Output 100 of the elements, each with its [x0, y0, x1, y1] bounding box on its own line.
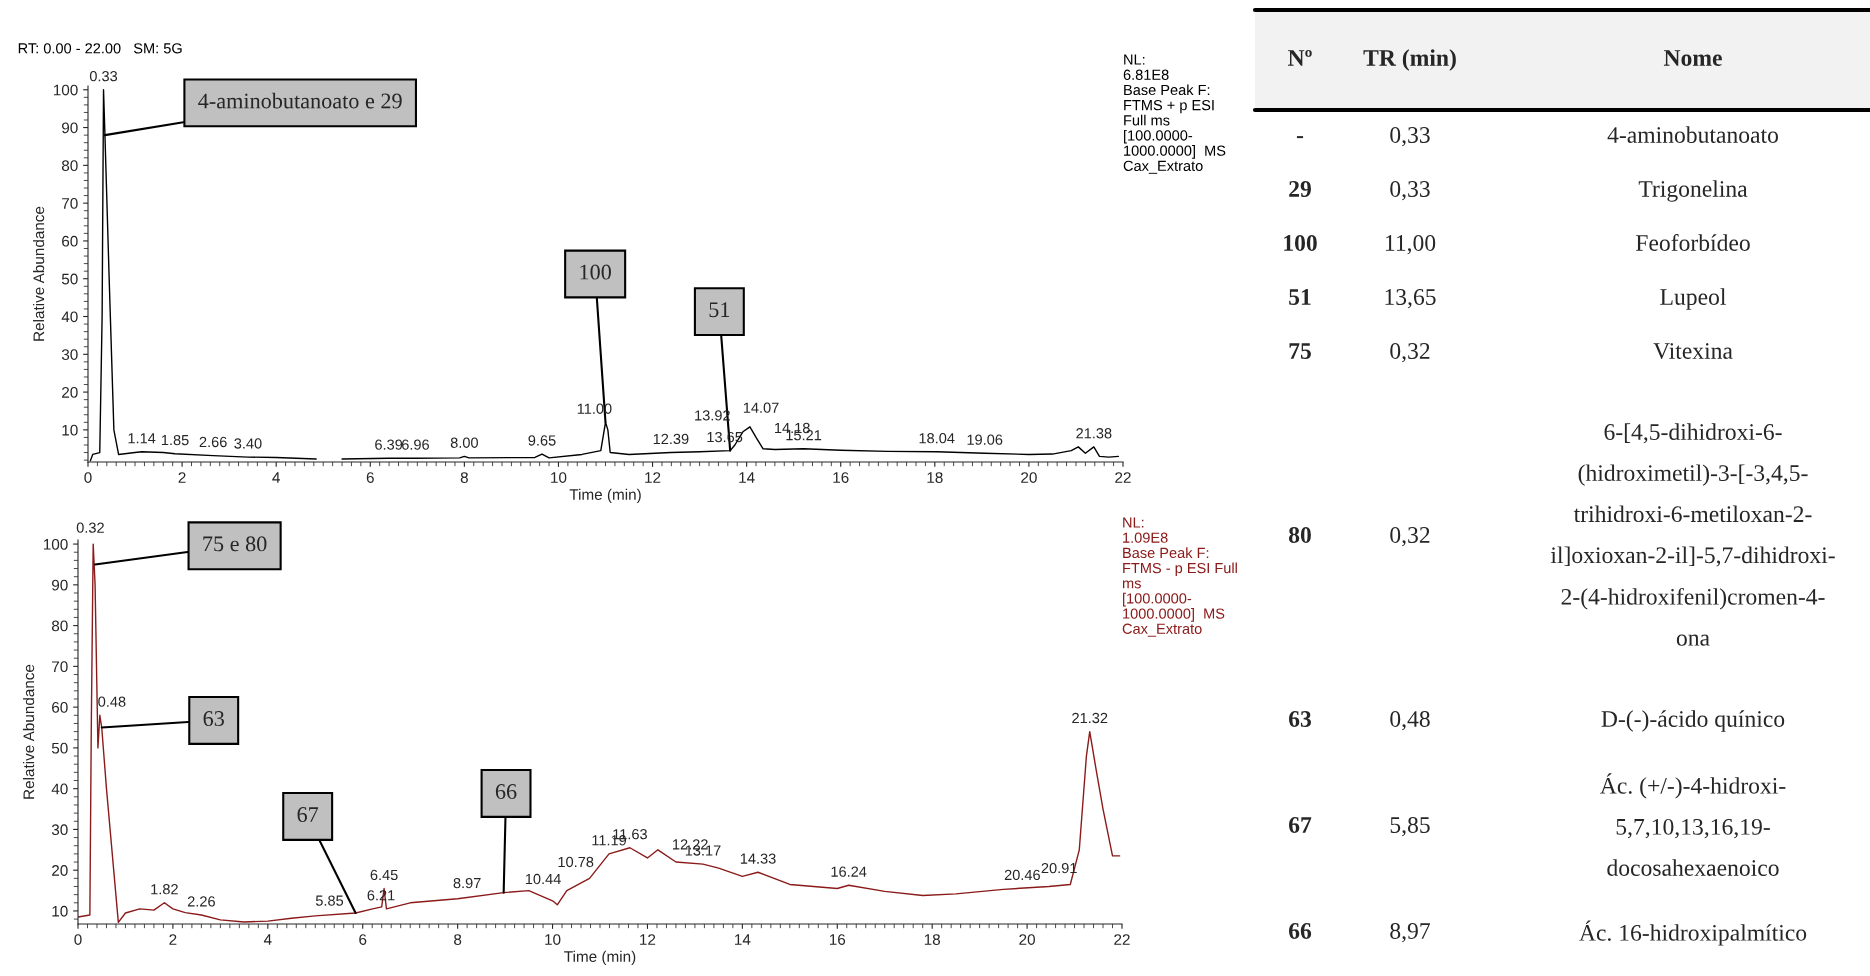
x-tick-label: 4 [263, 934, 272, 945]
y-axis-title: Relative Abundance [22, 664, 35, 799]
x-tick-label: 22 [1114, 934, 1130, 945]
text: 5,85 [1390, 816, 1430, 837]
annotation: 66 [495, 784, 517, 799]
annotation: 75 e 80 [203, 536, 267, 552]
annotation: 63 [203, 711, 224, 727]
x-axis-title: Time (min) [569, 488, 641, 503]
annotation: 0.48 [98, 696, 126, 707]
x-tick-label: 22 [1115, 472, 1131, 483]
text: 75 [1289, 343, 1311, 359]
y-axis-title: Relative Abundance [32, 206, 45, 341]
x-tick-label: 8 [454, 934, 462, 945]
text: - [1296, 136, 1304, 139]
annotation: 6.96 [401, 439, 429, 450]
annotation: 67 [297, 807, 319, 823]
annotation: 0.33 [89, 71, 118, 82]
x-tick-label: 0 [84, 472, 92, 483]
x-tick-label: 12 [640, 934, 656, 945]
text: 0,32 [1390, 342, 1430, 363]
x-tick-label: 16 [833, 472, 849, 483]
text: 67 [1289, 817, 1312, 833]
x-tick-label: 18 [924, 934, 941, 945]
text: Nome [1663, 50, 1722, 66]
text: NL: 6.81E8 Base Peak F: FTMS + p ESI Full ms [100.0000- 1000.0000] MS Cax_Extrato [1123, 54, 1226, 174]
text: 29 [1289, 181, 1311, 197]
x-tick-label: 16 [829, 934, 846, 945]
annotation: 6.45 [370, 869, 398, 881]
annotation: 14.33 [740, 853, 776, 864]
text: D-(-)-ácido quínico [1601, 710, 1785, 732]
y-tick-label: 60 [62, 235, 78, 247]
annotation: 4-aminobutanoato e 29 [198, 92, 402, 109]
annotation: 18.04 [919, 433, 955, 444]
y-tick-label: 50 [61, 273, 78, 285]
text: 63 [1289, 711, 1311, 727]
annotation: 6.39 [375, 439, 403, 450]
text: Trigonelina [1638, 180, 1748, 202]
annotation: 12.39 [653, 433, 689, 445]
annotation: 51 [709, 302, 730, 318]
annotation: 16.24 [831, 866, 867, 877]
y-tick-label: 40 [61, 311, 78, 323]
text: 8,97 [1390, 922, 1430, 943]
text: 0,48 [1390, 710, 1430, 731]
text: Lupeol [1660, 288, 1726, 310]
y-tick-label: 10 [52, 905, 68, 917]
x-axis-title: Time (min) [564, 950, 636, 965]
annotation: 1.82 [151, 884, 178, 895]
annotation: 1.85 [161, 434, 189, 446]
text: 0,33 [1390, 180, 1430, 201]
text: 80 [1288, 526, 1311, 543]
text: Feoforbídeo [1635, 234, 1750, 251]
annotation: 8.97 [453, 877, 481, 889]
x-tick-label: 12 [645, 472, 661, 483]
text: Vitexina [1653, 343, 1733, 360]
annotation: 21.38 [1076, 428, 1112, 439]
x-tick-label: 10 [551, 472, 567, 483]
x-tick-label: 18 [927, 472, 943, 483]
annotation: 5.85 [315, 895, 344, 906]
text: 6-[4,5-dihidroxi-6- (hidroximetil)-3-[-3,4,5- trihidroxi-6-metiloxan-2- il]oxioxan-2-il]-5,7-dihidroxi- 2-(4-hidroxifenil)cromen-4- ona [1550, 423, 1835, 646]
annotation: 2.66 [199, 436, 227, 448]
y-tick-label: 70 [52, 661, 68, 673]
annotation: 9.65 [528, 435, 556, 446]
text: Ác. (+/-)-4-hidroxi- 5,7,10,13,16,19- docosahexaenoico [1600, 773, 1786, 876]
y-tick-label: 60 [52, 702, 68, 713]
x-tick-label: 14 [735, 934, 751, 945]
x-tick-label: 20 [1019, 934, 1035, 945]
text: 66 [1289, 923, 1312, 939]
x-tick-label: 6 [366, 472, 374, 483]
text: RT: 0.00 - 22.00 SM: 5G [18, 43, 182, 54]
y-tick-label: 30 [51, 824, 68, 836]
y-tick-label: 40 [51, 783, 68, 795]
annotation: 21.32 [1072, 712, 1108, 724]
text: Ác. 16-hidroxipalmítico [1579, 920, 1807, 946]
y-tick-label: 90 [52, 579, 68, 591]
annotation: 10.78 [558, 856, 594, 868]
text: 13,65 [1385, 289, 1436, 309]
x-tick-label: 0 [74, 934, 82, 945]
y-tick-label: 20 [62, 386, 78, 398]
text: 100 [1284, 234, 1317, 251]
y-tick-label: 70 [62, 198, 78, 209]
x-tick-label: 2 [178, 472, 186, 483]
text: 4-aminobutanoato [1607, 126, 1778, 143]
annotation: 0.32 [76, 522, 104, 533]
x-tick-label: 10 [545, 934, 561, 945]
y-tick-label: 50 [51, 742, 68, 754]
annotation: 2.26 [187, 896, 215, 907]
y-tick-label: 90 [62, 122, 78, 134]
text: Nº [1288, 49, 1312, 66]
text: 11,00 [1385, 234, 1436, 255]
annotation: 100 [580, 264, 611, 280]
annotation: 8.00 [450, 437, 478, 448]
annotation: 1.14 [128, 433, 156, 444]
text: TR (min) [1363, 49, 1456, 71]
text: 0,33 [1390, 126, 1430, 147]
text: 51 [1289, 289, 1311, 305]
y-tick-label: 10 [62, 424, 78, 436]
x-tick-label: 14 [739, 472, 755, 483]
x-tick-label: 8 [460, 472, 468, 483]
annotation: 14.07 [743, 402, 779, 413]
x-tick-label: 2 [169, 934, 177, 945]
